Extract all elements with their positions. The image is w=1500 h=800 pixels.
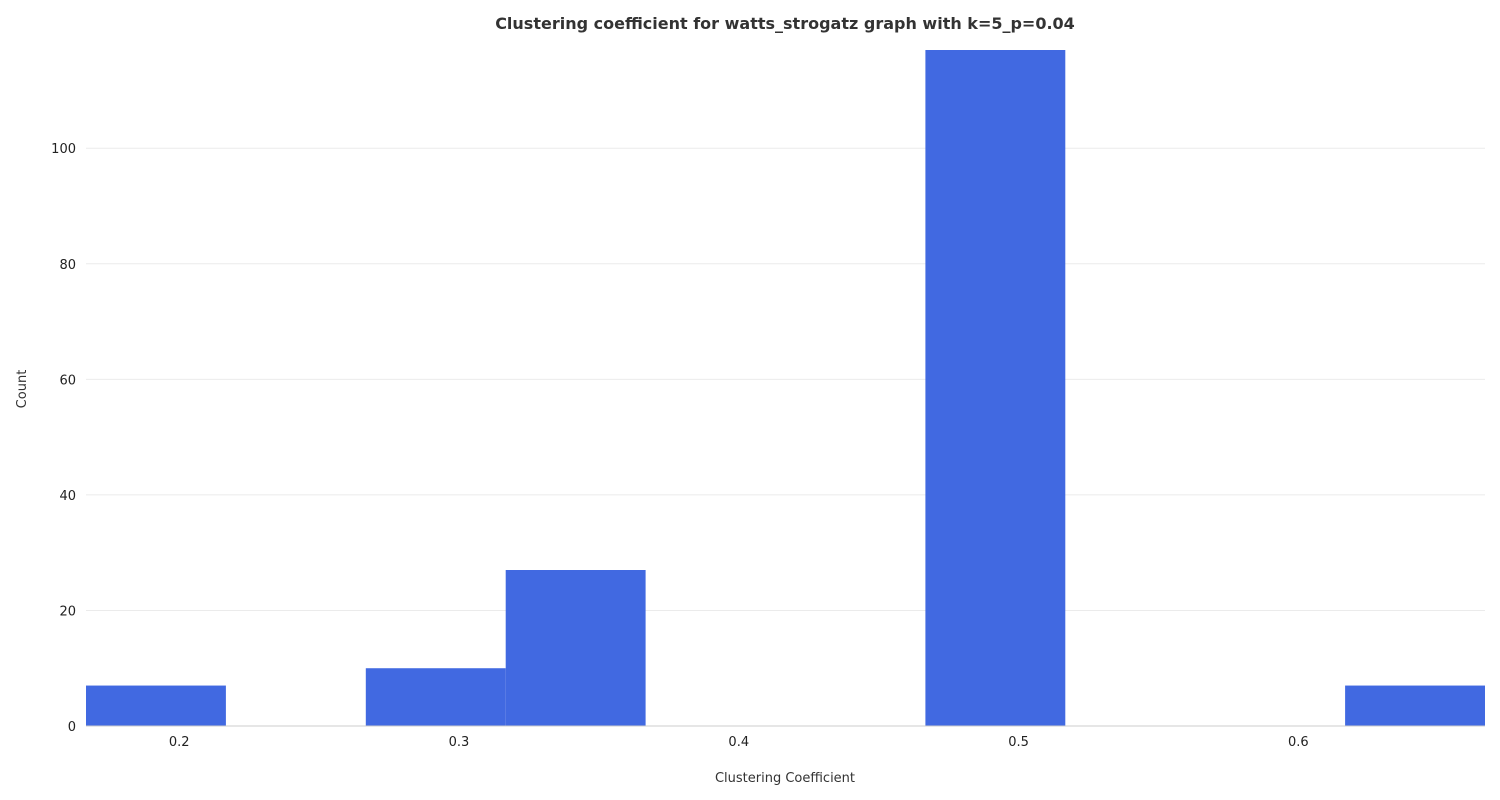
bar-3 [505,570,646,726]
y-tick-label: 40 [59,489,76,504]
y-tick-label: 100 [51,142,76,157]
bar-2 [365,668,506,726]
x-tick-label: 0.5 [1008,735,1029,750]
y-tick-label: 20 [59,604,76,619]
x-tick-label: 0.3 [449,735,470,750]
y-axis-ticks: 0 20 40 60 80 100 [51,142,76,735]
bar-6 [925,50,1066,726]
y-tick-label: 60 [59,373,76,388]
x-tick-label: 0.4 [728,735,749,750]
x-tick-label: 0.2 [169,735,190,750]
x-axis-label: Clustering Coefficient [715,771,855,786]
bars [86,50,1485,726]
grid-lines [86,147,1485,611]
y-tick-label: 0 [68,720,76,735]
x-axis-ticks: 0.2 0.3 0.4 0.5 0.6 [169,735,1309,750]
y-axis-label: Count [15,370,30,409]
bar-9 [1345,685,1485,726]
chart-title: Clustering coefficient for watts_strogat… [495,14,1075,33]
x-tick-label: 0.6 [1288,735,1309,750]
y-tick-label: 80 [59,258,76,273]
bar-0 [86,685,226,726]
